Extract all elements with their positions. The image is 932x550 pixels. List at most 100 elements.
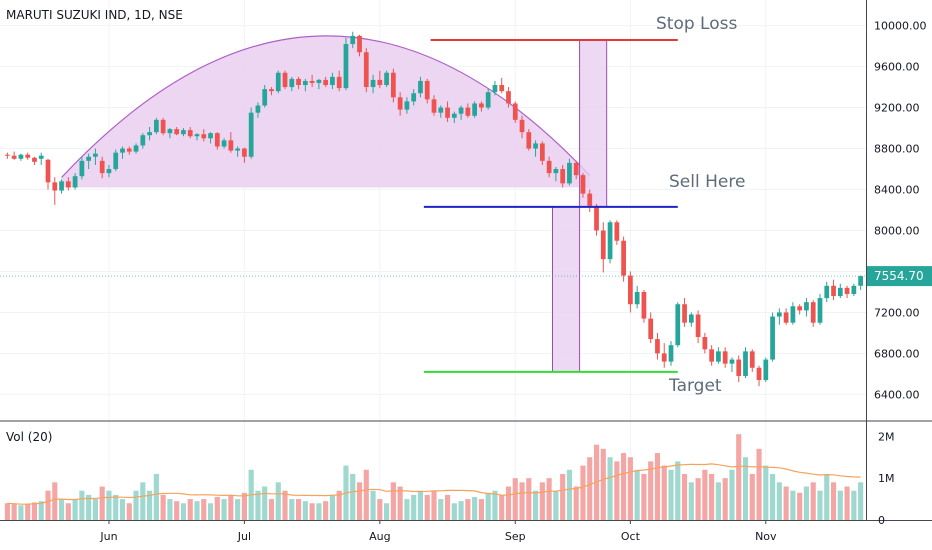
price-candles <box>5 31 863 387</box>
volume-bar <box>404 499 410 520</box>
candle <box>479 101 484 112</box>
candle <box>336 70 342 92</box>
candle <box>783 308 789 325</box>
candle-body <box>289 78 295 88</box>
volume-bar <box>675 461 681 520</box>
volume-tick-label: 0 <box>878 514 885 527</box>
candle-body <box>214 133 220 147</box>
candle-body <box>235 148 240 151</box>
last-price-label: 7554.70 <box>874 269 924 283</box>
candle-body <box>187 130 193 137</box>
candle-body <box>485 92 491 108</box>
candle <box>255 102 261 118</box>
candle-body <box>330 76 335 86</box>
volume-bar <box>810 482 816 520</box>
candle-body <box>120 148 125 153</box>
candle-body <box>336 76 342 89</box>
candle <box>492 80 498 96</box>
volume-bar <box>207 503 214 520</box>
candle-body <box>628 275 633 305</box>
volume-bar <box>485 492 491 520</box>
volume-bar <box>417 490 424 520</box>
volume-bar <box>377 499 383 520</box>
candle-body <box>790 306 796 323</box>
time-tick-label: Nov <box>755 530 777 543</box>
candle <box>424 78 430 104</box>
candle-body <box>655 339 660 354</box>
candle-body <box>302 80 308 86</box>
candle <box>702 332 708 354</box>
candle-body <box>506 91 511 104</box>
volume-bar <box>742 457 749 520</box>
volume-bar <box>38 501 44 520</box>
volume-bar <box>553 490 559 520</box>
candle-body <box>810 302 816 323</box>
candle-body <box>255 105 261 113</box>
candle <box>357 34 362 57</box>
volume-bar <box>424 494 430 520</box>
volume-bar <box>648 461 654 520</box>
candle-body <box>831 285 836 297</box>
candle <box>743 347 748 378</box>
candle-body <box>228 140 234 151</box>
candle <box>201 129 207 142</box>
candle <box>472 101 477 118</box>
time-tick-label: Sep <box>505 530 526 543</box>
candle-body <box>749 351 755 368</box>
candle <box>648 312 654 344</box>
volume-bar <box>736 434 742 520</box>
candle-body <box>743 351 748 376</box>
candle-body <box>93 153 98 157</box>
volume-pane-label: Vol (20) <box>6 430 53 444</box>
candle <box>208 132 213 144</box>
volume-bar <box>214 496 220 520</box>
candle-body <box>722 351 728 364</box>
candle <box>817 294 823 325</box>
candle <box>221 138 227 149</box>
volume-bar <box>573 486 579 520</box>
volume-bar <box>289 499 295 520</box>
volume-bar <box>92 499 98 520</box>
volume-bar <box>282 490 288 520</box>
volume-bar <box>546 478 552 520</box>
time-tick-label: Jul <box>237 530 251 543</box>
candle-body <box>370 79 376 88</box>
volume-bar <box>654 453 661 520</box>
volume-bar <box>763 465 769 520</box>
candle <box>377 70 383 89</box>
volume-bar <box>634 469 640 520</box>
volume-bar <box>790 490 796 520</box>
candle-body <box>614 222 620 241</box>
volume-bar <box>167 499 173 520</box>
volume-bar <box>505 486 512 520</box>
candle <box>397 92 403 116</box>
candle <box>506 87 511 108</box>
volume-bar <box>329 494 335 520</box>
candle <box>526 129 532 151</box>
volume-bar <box>262 486 268 520</box>
candle <box>350 31 356 49</box>
candle <box>485 89 491 110</box>
volume-bar <box>837 490 843 520</box>
candle-body <box>621 240 626 276</box>
candle-body <box>357 35 362 53</box>
volume-tick-label: 1M <box>878 472 895 485</box>
price-tick-label: 8000.00 <box>874 224 920 237</box>
candle-body <box>38 155 44 159</box>
candle-body <box>770 316 775 360</box>
candle-body <box>99 160 105 174</box>
volume-bar <box>783 486 789 520</box>
candle <box>831 279 836 301</box>
candle <box>431 95 437 116</box>
trade-annotations: Stop Loss Sell Here Target <box>656 14 745 396</box>
time-tick-label: Jun <box>99 530 117 543</box>
candle-body <box>546 160 552 174</box>
volume-bar <box>126 503 132 520</box>
candle <box>52 177 58 205</box>
candle-body <box>113 152 119 170</box>
volume-ma-line <box>7 463 861 505</box>
volume-bar <box>174 501 180 520</box>
price-tick-label: 9600.00 <box>874 61 920 74</box>
candle <box>621 236 626 282</box>
